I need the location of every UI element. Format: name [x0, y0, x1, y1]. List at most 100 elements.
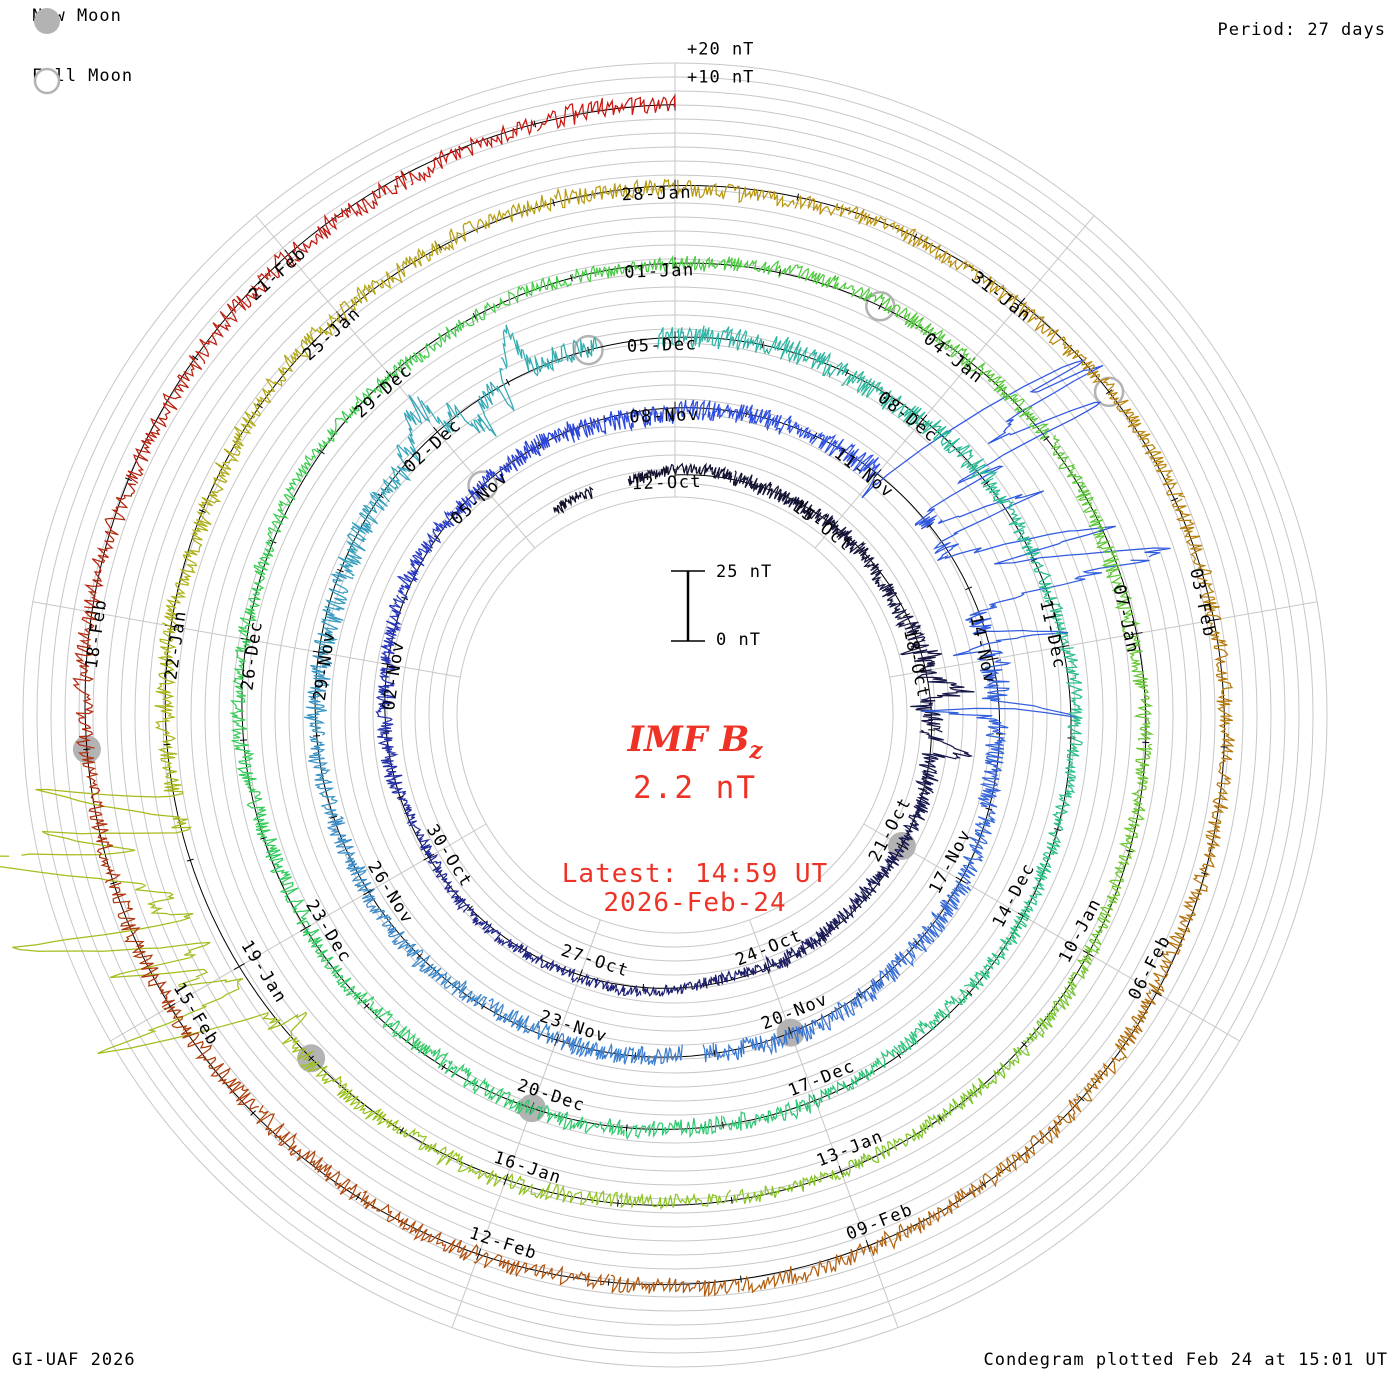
day-tick: [250, 1110, 257, 1116]
date-label: 24-Oct: [733, 926, 806, 971]
new-moon-icon: [34, 8, 60, 34]
legend-full-moon: Full Moon: [32, 66, 133, 95]
day-tick: [552, 199, 555, 207]
bz-trace-segment: [97, 977, 314, 1061]
bz-trace-segment: [377, 731, 407, 797]
day-tick: [519, 945, 524, 952]
bz-trace-segment: [163, 1006, 259, 1111]
bz-trace-segment: [339, 240, 442, 320]
bz-trace-segment: [375, 664, 397, 732]
day-tick: [1078, 1095, 1085, 1102]
bz-trace-segment: [535, 416, 607, 451]
bz-trace-segment: [920, 659, 1081, 735]
bz-trace-segment: [83, 482, 136, 609]
day-tick: [1021, 1041, 1028, 1048]
baseline-spiral: [84, 104, 1225, 1286]
bz-trace-segment: [576, 973, 642, 997]
bz-trace-segment: [554, 1033, 636, 1066]
day-tick: [625, 1124, 628, 1132]
bz-trace-segment: [255, 311, 342, 406]
day-tick: [355, 1193, 361, 1201]
bz-trace-segment: [932, 490, 1171, 565]
day-tick: [985, 807, 993, 811]
bz-trace-segment: [302, 928, 375, 1006]
day-tick: [920, 787, 928, 791]
date-label: 13-Jan: [814, 1126, 887, 1171]
day-tick: [926, 523, 933, 528]
date-label: 29-Dec: [351, 360, 417, 422]
date-label: 18-Feb: [82, 597, 112, 670]
bz-trace-segment: [361, 888, 424, 957]
day-tick: [570, 274, 573, 282]
day-tick: [441, 1063, 446, 1071]
bz-trace-segment: [912, 234, 1019, 311]
bz-trace-segment: [794, 195, 917, 245]
bz-trace-segment: [818, 891, 868, 944]
bz-trace-segment: [1059, 647, 1084, 739]
bz-trace-segment: [714, 1029, 791, 1061]
bz-trace-segment: [964, 915, 1028, 990]
day-tick: [761, 341, 765, 349]
day-tick: [705, 981, 708, 989]
bz-trace-segment: [326, 815, 372, 893]
day-tick: [713, 1049, 716, 1057]
bz-trace-segment: [778, 264, 885, 304]
bz-trace-segment: [1198, 746, 1234, 876]
bz-trace-segment: [732, 470, 787, 503]
day-tick: [198, 509, 206, 513]
day-tick: [745, 410, 748, 418]
bz-trace-segment: [781, 492, 836, 531]
day-tick: [778, 269, 782, 277]
bz-trace-segment: [256, 1104, 362, 1201]
day-tick: [764, 962, 770, 974]
bz-trace-segment: [292, 170, 408, 263]
day-tick: [416, 953, 423, 959]
bz-trace-segment: [858, 845, 905, 897]
bz-trace-segment: [194, 251, 296, 364]
day-tick: [913, 233, 918, 241]
date-label: 01-Jan: [624, 260, 695, 282]
bz-trace-segment: [746, 404, 817, 444]
bz-trace-segment: [0, 855, 211, 979]
bz-trace-segment: [895, 615, 942, 672]
bz-trace-segment: [567, 486, 594, 507]
scale-bottom-label: 0 nT: [716, 630, 761, 650]
bz-trace-segment: [588, 335, 598, 357]
bz-trace-segment: [840, 370, 926, 428]
day-tick: [955, 876, 967, 884]
bz-trace-segment: [1207, 621, 1235, 747]
day-tick: [730, 1196, 733, 1204]
day-tick: [476, 1248, 482, 1261]
bz-trace-segment: [553, 178, 675, 209]
day-tick: [634, 1052, 637, 1060]
bz-trace-segment: [912, 880, 971, 953]
day-tick: [110, 881, 118, 885]
bz-trace-segment: [722, 1093, 816, 1131]
day-tick: [983, 480, 990, 486]
bz-trace-segment: [957, 809, 997, 885]
bz-trace-segment: [380, 394, 431, 503]
bz-trace-segment: [870, 563, 907, 619]
bz-trace-segment: [317, 373, 390, 453]
latest-date-line: 2026-Feb-24: [603, 887, 787, 918]
day-tick: [533, 120, 537, 128]
day-tick: [423, 853, 435, 861]
bz-trace-segment: [765, 931, 822, 972]
date-label: 22-Jan: [161, 609, 191, 682]
day-tick: [813, 432, 818, 440]
bz-trace-segment: [21, 744, 193, 856]
day-tick: [1171, 497, 1179, 502]
period-label: Period: 27 days: [1217, 20, 1386, 40]
date-label: 11-Nov: [830, 444, 898, 503]
day-tick: [1201, 872, 1209, 876]
bz-trace-segment: [529, 1103, 625, 1136]
day-tick: [240, 637, 253, 641]
day-tick: [312, 650, 325, 654]
day-tick: [740, 1275, 742, 1283]
day-tick: [587, 346, 590, 354]
bz-trace-segment: [740, 1242, 868, 1294]
bz-trace-segment: [791, 992, 863, 1044]
day-tick: [966, 989, 973, 996]
bz-trace-segment: [444, 1060, 533, 1115]
